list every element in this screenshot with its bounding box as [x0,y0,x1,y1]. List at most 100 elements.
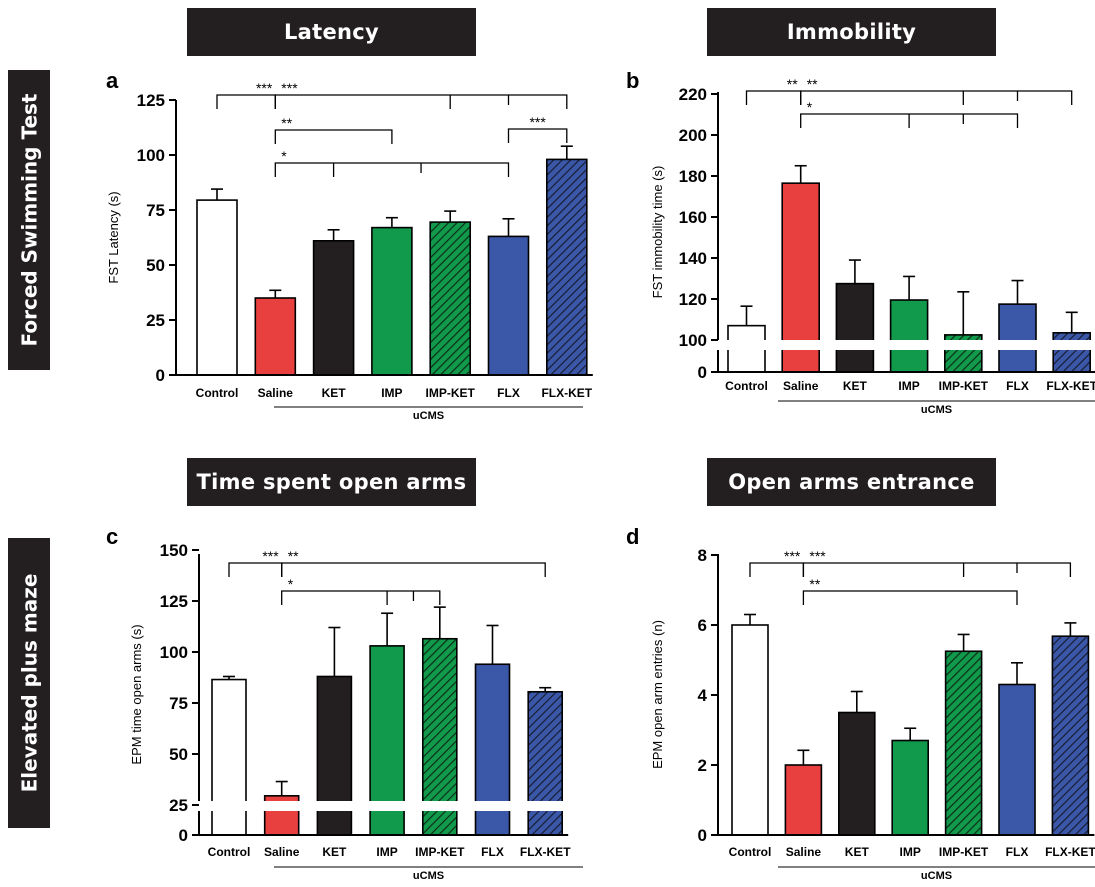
x-tick-label: FLX-KET [1046,379,1095,393]
panel-letter-c: c [106,524,119,549]
y-axis-label: EPM open arm entries (n) [650,620,665,769]
y-tick-label: 100 [137,146,165,165]
sig-bracket [802,590,1018,605]
bar-flx-ket [1051,635,1090,836]
y-tick-label: 100 [160,643,188,662]
bar-imp [889,299,929,373]
x-tick-label: IMP-KET [415,845,465,859]
y-tick-label: 8 [698,546,707,565]
bar-imp-ket [429,221,472,376]
panel-letter-b: b [626,68,640,93]
bar-saline [784,764,823,836]
x-tick-label: FLX [481,845,504,859]
sig-label: *** [256,80,273,96]
x-tick-label: IMP [898,379,919,393]
sig-bracket [228,562,283,577]
y-tick-label: 25 [169,796,188,815]
x-tick-label: KET [843,379,868,393]
sig-label: ** [288,548,299,564]
group-label: uCMS [413,870,444,882]
group-label: uCMS [921,870,952,882]
sig-label: * [807,99,813,115]
bar-control [196,199,238,376]
x-tick-label: Saline [783,379,819,393]
sig-bracket [281,590,441,605]
sig-label: * [281,148,287,164]
x-tick-label: KET [845,845,870,859]
y-tick-label: 50 [146,256,165,275]
x-tick-label: KET [322,845,347,859]
sig-bracket [274,129,393,144]
banner-latency: Latency [187,8,476,56]
bar-ket [835,282,875,373]
sig-bracket [749,562,805,577]
banner-immobility: Immobility [707,8,996,56]
group-label: uCMS [921,404,952,416]
bar-ket [316,675,353,836]
sig-bracket [507,128,568,143]
x-tick-label: Saline [264,845,300,859]
y-tick-label: 220 [679,85,707,104]
sig-label: *** [809,548,826,564]
chart-panel-d: 0 2 4 6 8 EPM open arm entries (n) Control Sali… [650,546,1095,882]
y-tick-label: 120 [679,290,707,309]
panel-letter-d: d [626,524,640,549]
sig-label: ** [281,115,292,131]
y-tick-label: 125 [160,592,188,611]
x-tick-label: FLX-KET [541,386,592,400]
x-tick-label: FLX-KET [520,845,571,859]
x-tick-label: IMP [381,386,402,400]
y-axis-label: FST immobility time (s) [650,166,665,299]
x-tick-label: Control [196,386,239,400]
y-axis-label: FST Latency (s) [106,191,121,283]
sig-bracket [745,90,802,105]
sig-label: ** [809,576,820,592]
sig-bracket [274,94,568,109]
group-label: uCMS [413,410,444,422]
bar-control [211,678,247,836]
x-tick-label: IMP [900,845,921,859]
sig-label: *** [262,548,279,564]
x-tick-label: IMP-KET [426,386,476,400]
bar-flx-ket [527,690,564,836]
x-tick-label: Control [725,379,768,393]
bar-flx [998,303,1037,373]
axis-break [708,340,1095,350]
sig-bracket [274,162,510,177]
y-tick-label: 180 [679,167,707,186]
y-tick-label: 150 [160,541,188,560]
x-tick-label: IMP [376,845,397,859]
sig-bracket [800,90,1073,105]
y-tick-label: 50 [169,745,188,764]
sig-label: * [288,576,294,592]
y-tick-label: 75 [146,201,165,220]
y-tick-label: 4 [698,686,708,705]
side-label-fst: Forced Swimming Test [8,70,50,370]
bar-imp [371,226,413,376]
sig-label: ** [807,76,818,92]
chart-panel-a: 0 25 50 75 100 125 FST Latency (s) Control Salin… [106,80,593,422]
bar-control [731,624,769,836]
y-axis-label: EPM time open arms (s) [129,624,144,764]
y-tick-label: 6 [698,616,707,635]
bar-flx [998,683,1036,836]
x-tick-label: Saline [258,386,294,400]
sig-label: *** [784,548,801,564]
side-label-epm: Elevated plus maze [8,538,50,828]
x-tick-label: FLX [497,386,520,400]
x-tick-label: FLX [1006,379,1029,393]
sig-label: *** [529,114,546,130]
bar-ket [837,711,876,836]
x-tick-label: IMP-KET [939,845,989,859]
sig-label: ** [787,76,798,92]
bar-imp-ket [944,650,983,836]
bar-flx-ket [545,158,588,376]
sig-bracket [281,562,546,577]
y-tick-label: 75 [169,694,188,713]
x-tick-label: Control [208,845,251,859]
chart-panel-c: 0 25 50 75 100 125 150 EPM time open arms (s) Co… [129,541,583,882]
y-tick-label: 125 [137,91,165,110]
panel-letter-a: a [106,68,119,93]
y-tick-label: 140 [679,249,707,268]
